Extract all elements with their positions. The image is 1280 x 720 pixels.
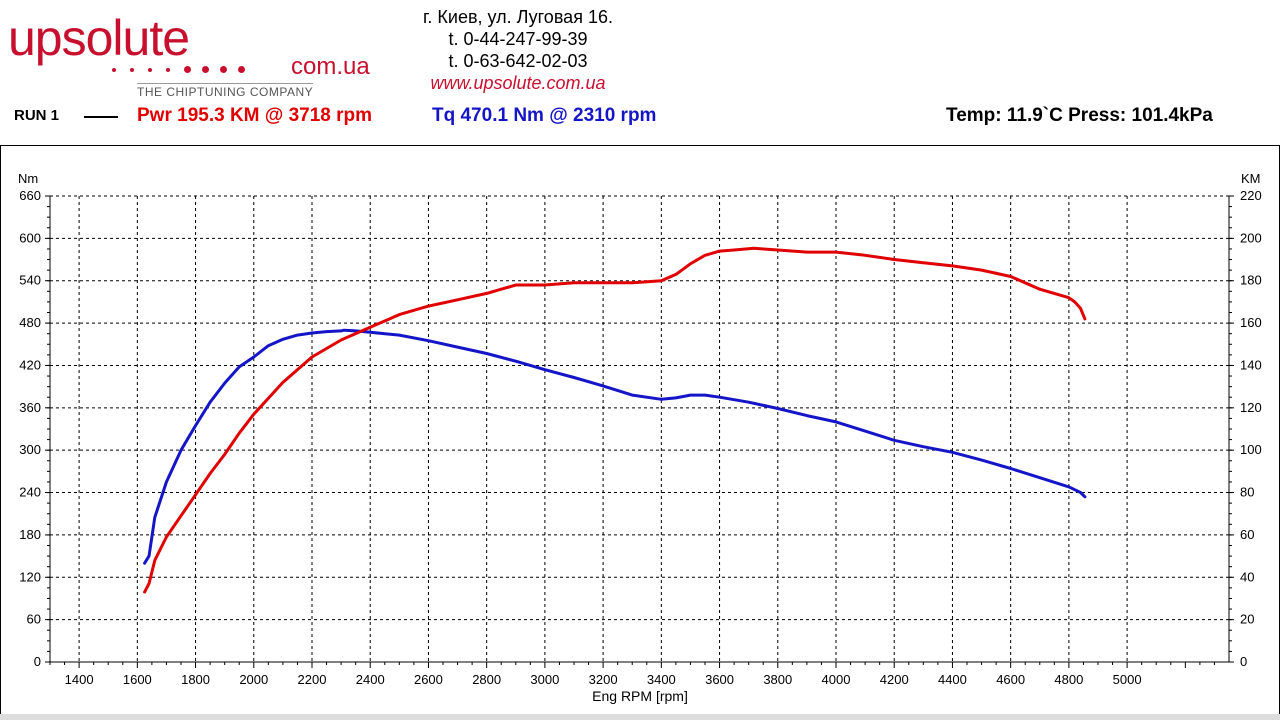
- logo-dot: [220, 66, 227, 73]
- x-tick-label: 1400: [65, 672, 94, 687]
- torque-curve: [143, 328, 1087, 565]
- y-right-tick-label: 160: [1240, 315, 1262, 330]
- x-tick-label: 5000: [1113, 672, 1142, 687]
- x-tick-label: 3000: [530, 672, 559, 687]
- phone-2: t. 0-63-642-02-03: [448, 51, 588, 71]
- y-right-tick-label: 20: [1240, 612, 1254, 627]
- environment-readout: Temp: 11.9`C Press: 101.4kPa: [946, 105, 1213, 126]
- logo-dot: [166, 68, 170, 72]
- x-tick-label: 4400: [938, 672, 967, 687]
- x-tick-label: 3800: [763, 672, 792, 687]
- x-tick-label: 4600: [996, 672, 1025, 687]
- logo-dot: [148, 68, 152, 72]
- power-curve: [143, 246, 1087, 594]
- x-tick-label: 2200: [298, 672, 327, 687]
- torque-summary: Tq 470.1 Nm @ 2310 rpm: [432, 105, 657, 126]
- phone-1: t. 0-44-247-99-39: [448, 29, 588, 49]
- chart-grid: [50, 195, 1229, 662]
- y-left-tick-label: 660: [19, 188, 41, 203]
- x-tick-label: 3600: [705, 672, 734, 687]
- x-tick-label: 2400: [356, 672, 385, 687]
- y-right-tick-label: 180: [1240, 273, 1262, 288]
- y-left-tick-label: 480: [19, 315, 41, 330]
- chart-ticks: 1400 1600 1800 2000 2200 2400 2600 2800 3000 3200…: [19, 188, 1261, 687]
- logo-dot: [238, 66, 245, 73]
- logo-dot: [130, 68, 134, 72]
- x-axis-label: Eng RPM [rpm]: [592, 688, 688, 704]
- y-axis-right-label: KM: [1241, 171, 1261, 186]
- run-line-swatch: [84, 116, 118, 118]
- brand-logo[interactable]: upsolute com.ua THE CHIPTUNING COMPANY: [8, 8, 388, 99]
- run-label: RUN 1: [14, 107, 60, 124]
- y-right-tick-label: 100: [1240, 442, 1262, 457]
- chart-axes: [49, 196, 1230, 663]
- power-summary: Pwr 195.3 KM @ 3718 rpm: [137, 105, 373, 126]
- x-tick-label: 2000: [239, 672, 268, 687]
- y-right-tick-label: 0: [1240, 654, 1247, 669]
- y-left-tick-label: 0: [34, 654, 41, 669]
- logo-wordmark: upsolute: [8, 10, 190, 66]
- y-left-tick-label: 420: [19, 357, 41, 372]
- chart-series: [143, 246, 1087, 594]
- address-text: г. Киев, ул. Луговая 16.: [423, 7, 613, 27]
- y-left-tick-label: 240: [19, 485, 41, 500]
- x-tick-label: 4000: [822, 672, 851, 687]
- logo-tagline: THE CHIPTUNING COMPANY: [137, 83, 314, 99]
- y-left-tick-label: 300: [19, 442, 41, 457]
- y-right-tick-label: 120: [1240, 400, 1262, 415]
- logo-domain: com.ua: [291, 53, 370, 80]
- website-link[interactable]: www.upsolute.com.ua: [430, 73, 606, 93]
- y-left-tick-label: 360: [19, 400, 41, 415]
- y-left-tick-label: 180: [19, 527, 41, 542]
- y-right-tick-label: 60: [1240, 527, 1254, 542]
- x-tick-label: 1600: [123, 672, 152, 687]
- y-left-tick-label: 600: [19, 230, 41, 245]
- logo-dot: [202, 66, 209, 73]
- y-left-tick-label: 540: [19, 273, 41, 288]
- y-left-tick-label: 120: [19, 569, 41, 584]
- bottom-bar: [0, 714, 1280, 720]
- y-right-tick-label: 80: [1240, 485, 1254, 500]
- x-tick-label: 3400: [647, 672, 676, 687]
- y-right-tick-label: 40: [1240, 569, 1254, 584]
- x-tick-label: 1800: [181, 672, 210, 687]
- y-left-tick-label: 60: [27, 612, 41, 627]
- y-right-tick-label: 220: [1240, 188, 1262, 203]
- x-tick-label: 4800: [1054, 672, 1083, 687]
- y-right-tick-label: 140: [1240, 357, 1262, 372]
- logo-dot: [112, 68, 116, 72]
- logo-dot: [184, 66, 191, 73]
- x-tick-label: 2600: [414, 672, 443, 687]
- y-right-tick-label: 200: [1240, 230, 1262, 245]
- x-tick-label: 4200: [880, 672, 909, 687]
- x-tick-label: 3200: [589, 672, 618, 687]
- contact-block: г. Киев, ул. Луговая 16. t. 0-44-247-99-…: [400, 6, 636, 94]
- x-tick-label: 2800: [472, 672, 501, 687]
- y-axis-left-label: Nm: [18, 171, 38, 186]
